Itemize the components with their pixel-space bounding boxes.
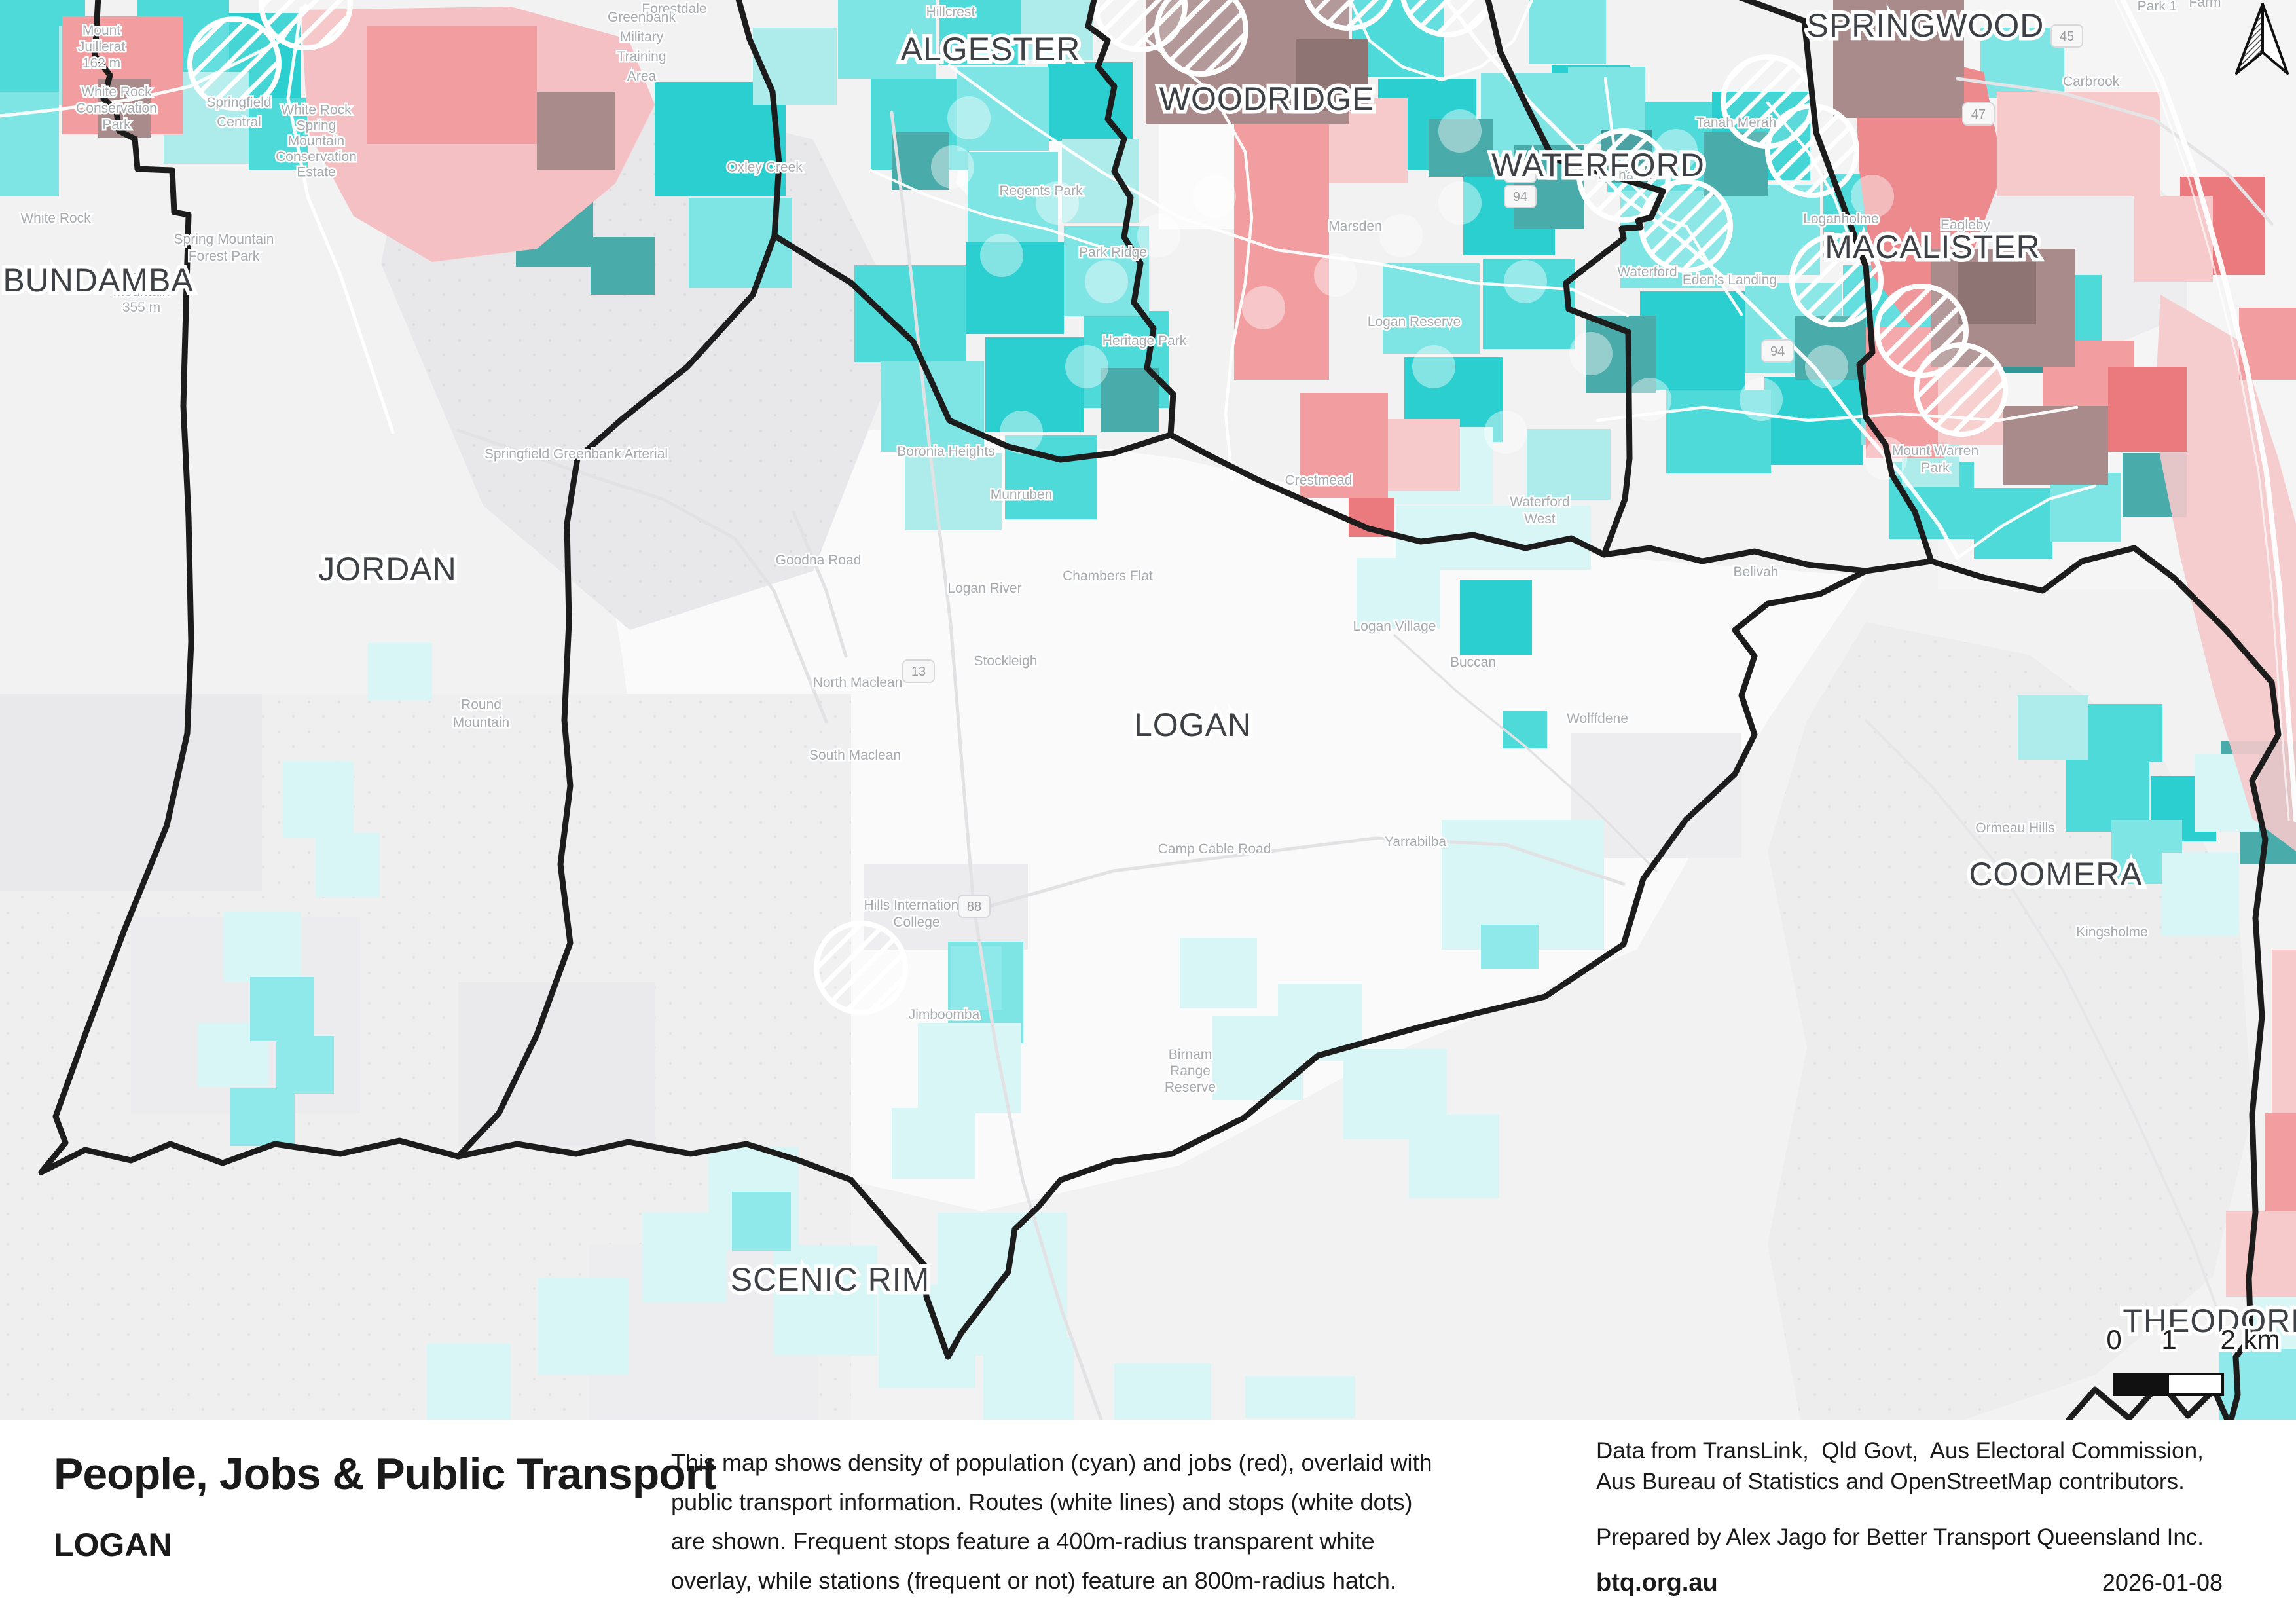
suburb-label: Eagleby bbox=[1941, 217, 1990, 232]
suburb-label: Hillcrest bbox=[926, 5, 975, 20]
suburb-label: Waterford bbox=[1617, 265, 1677, 280]
suburb-label: White Rock bbox=[20, 211, 91, 226]
suburb-label: Mount Warren Park bbox=[1892, 443, 1978, 475]
suburb-label: Stockleigh bbox=[974, 654, 1038, 669]
suburb-label: Logan Village bbox=[1353, 619, 1436, 634]
suburb-label: Loganholme bbox=[1803, 212, 1879, 227]
suburb-label: Mount Juillerat 162 m bbox=[78, 23, 126, 71]
electorate-label: WOODRIDGE bbox=[1159, 81, 1374, 117]
electorate-label: LOGAN bbox=[1134, 707, 1252, 743]
road-shield bbox=[958, 895, 991, 918]
scale-bar: 0 1 2 km bbox=[2104, 1321, 2283, 1396]
electorate-label: THEODORE bbox=[2123, 1302, 2296, 1339]
road-shield-number: 95 bbox=[1513, 165, 1527, 179]
suburb-label: Park Ridge bbox=[1079, 245, 1147, 260]
suburb-label: Birnam Range Reserve bbox=[1165, 1047, 1216, 1095]
suburb-label: Greenbank Military Training Area bbox=[608, 10, 676, 84]
data-attribution: Data from TransLink, Qld Govt, Aus Elect… bbox=[1596, 1438, 2204, 1494]
electorate-labels: BUNDAMBA ALGESTER WOODRIDGE WATERFORD SPRING… bbox=[0, 4, 2296, 1343]
suburb-label: Logan River bbox=[947, 581, 1021, 596]
electorate-label: SPRINGWOOD bbox=[1807, 7, 2045, 44]
road-lines bbox=[456, 77, 2274, 1420]
suburb-label: Logan Reserve bbox=[1368, 314, 1461, 329]
suburb-label: Jimboomba bbox=[909, 1007, 980, 1022]
suburb-label: South Maclean bbox=[809, 748, 901, 763]
electorate-label: SCENIC RIM bbox=[731, 1261, 930, 1298]
suburb-label: Kingsholme bbox=[2076, 925, 2148, 940]
road-shield bbox=[1504, 160, 1537, 183]
suburb-label: Farm bbox=[2189, 0, 2221, 10]
suburb-label: Buccan bbox=[1450, 655, 1496, 670]
electorate-label: MACALISTER bbox=[1825, 229, 2041, 265]
map-description: This map shows density of population (cy… bbox=[671, 1449, 1432, 1594]
suburb-label: Belivah bbox=[1734, 564, 1779, 580]
suburb-label: Heritage Park bbox=[1102, 333, 1187, 348]
road-shield-number: 94 bbox=[1513, 190, 1527, 204]
transit-route-lines bbox=[0, 0, 2296, 822]
suburb-label: North Maclean bbox=[813, 675, 903, 690]
suburb-label: Forestdale bbox=[642, 1, 706, 16]
road-shields: 45 47 95 94 94 13 88 bbox=[902, 24, 2083, 918]
suburb-label: Carbrook bbox=[2063, 74, 2120, 89]
road-shield-number: 13 bbox=[911, 665, 926, 679]
suburb-label: Goodna Road bbox=[776, 553, 862, 568]
prepared-by: Prepared by Alex Jago for Better Transpo… bbox=[1596, 1524, 2204, 1550]
road-shield-number: 88 bbox=[967, 900, 981, 914]
page-subtitle: LOGAN bbox=[54, 1526, 172, 1563]
scale-bar-tick: 0 bbox=[2106, 1324, 2121, 1355]
suburb-label: Crestmead bbox=[1285, 473, 1353, 488]
electorate-label: JORDAN bbox=[318, 551, 457, 587]
electorate-label: BUNDAMBA bbox=[3, 262, 193, 299]
road-shield-number: 47 bbox=[1971, 107, 1986, 122]
scale-bar-tick: 1 bbox=[2161, 1324, 2176, 1355]
jobs-density-patches bbox=[62, 0, 2296, 1297]
road-shield bbox=[1962, 102, 1995, 126]
electorate-label: WATERFORD bbox=[1491, 147, 1705, 183]
scale-bar-tick: 2 km bbox=[2220, 1324, 2280, 1355]
website-link[interactable]: btq.org.au bbox=[1596, 1569, 1718, 1596]
frequent-stop-overlays bbox=[931, 96, 1907, 480]
brand-row: btq.org.au 2026-01-08 bbox=[1596, 1569, 2223, 1597]
suburb-label: White Rock Spring Mountain Conservation Esta… bbox=[276, 103, 357, 180]
electorate-boundaries bbox=[38, 0, 2282, 1420]
suburb-label: Springfield Central bbox=[206, 95, 271, 130]
suburb-label: Tanah Merah bbox=[1696, 115, 1777, 130]
road-shield-number: 45 bbox=[2060, 29, 2074, 44]
road-shield-number: 94 bbox=[1770, 344, 1785, 359]
suburb-label: Marsden bbox=[1328, 219, 1382, 234]
suburb-label: Spring Mountain 355 m bbox=[113, 268, 170, 315]
suburb-label: Springfield Greenbank Arterial bbox=[484, 447, 668, 462]
suburb-label: White Rock Conservation Park bbox=[76, 84, 157, 132]
suburb-label: Munruben bbox=[991, 487, 1053, 502]
road-shield bbox=[1504, 185, 1537, 208]
suburb-labels: Forestdale Hillcrest Regents Park Park Ridg… bbox=[19, 0, 2223, 1097]
map-canvas: Forestdale Hillcrest Regents Park Park Ridg… bbox=[0, 0, 2296, 1420]
suburb-label: Ormeau Hills bbox=[1975, 821, 2054, 836]
footer-panel: People, Jobs & Public Transport LOGAN Th… bbox=[0, 1420, 2296, 1624]
suburb-label: Round Mountain bbox=[453, 697, 509, 730]
suburb-label: Bethania bbox=[1598, 168, 1652, 183]
suburb-label: Hills International College bbox=[864, 898, 969, 930]
map-date: 2026-01-08 bbox=[2102, 1569, 2223, 1596]
north-arrow-icon bbox=[2235, 3, 2289, 75]
suburb-label: Spring Mountain Forest Park bbox=[174, 232, 274, 264]
electorate-label: ALGESTER bbox=[901, 31, 1081, 67]
suburb-label: Regents Park bbox=[999, 183, 1083, 198]
suburb-label: Yarrabilba bbox=[1385, 834, 1446, 849]
station-hatch-circles bbox=[187, 0, 2008, 1015]
road-shield bbox=[902, 659, 935, 683]
suburb-label: Wolffdene bbox=[1567, 711, 1628, 726]
suburb-label: Boronia Heights bbox=[897, 444, 994, 459]
suburb-label: Camp Cable Road bbox=[1158, 841, 1271, 857]
suburb-label: Eden's Landing bbox=[1683, 272, 1777, 287]
suburb-label: Park 1 bbox=[2138, 0, 2178, 14]
road-shield bbox=[2050, 24, 2083, 48]
page-title: People, Jobs & Public Transport bbox=[54, 1449, 717, 1499]
suburb-label: Chambers Flat bbox=[1063, 568, 1153, 583]
suburb-label: Waterford West bbox=[1510, 494, 1569, 526]
suburb-label: Oxley Creek bbox=[727, 160, 803, 175]
road-shield bbox=[1761, 339, 1794, 363]
electorate-label: COOMERA bbox=[1969, 856, 2142, 893]
